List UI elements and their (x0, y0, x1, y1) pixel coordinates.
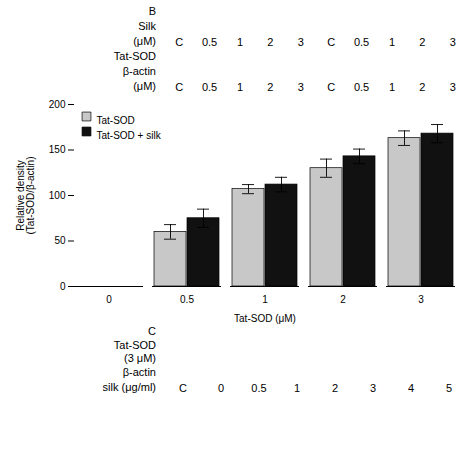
svg-text:2: 2 (340, 294, 346, 305)
html-text:1: 1 (236, 35, 243, 48)
html-text:0.5: 0.5 (251, 381, 267, 394)
svg-text:50: 50 (54, 235, 66, 246)
html-text:C: C (327, 35, 336, 48)
html-text:3: 3 (297, 80, 304, 93)
html-text:Tat-SOD: Tat-SOD (113, 50, 156, 62)
html-text:β-actin: β-actin (122, 65, 156, 77)
html-text:2: 2 (267, 80, 274, 93)
html-text:1: 1 (293, 381, 301, 394)
html-text:5: 5 (445, 381, 453, 394)
html-text:Silk: Silk (138, 20, 156, 32)
html-text:1: 1 (236, 80, 243, 93)
html-text:2: 2 (267, 35, 274, 48)
svg-text:0.5: 0.5 (180, 294, 194, 305)
html-text:0.5: 0.5 (353, 35, 370, 48)
svg-text:1: 1 (262, 294, 268, 305)
html-text:0.5: 0.5 (201, 35, 218, 48)
html-text:β-actin: β-actin (122, 366, 156, 378)
html-text:3: 3 (449, 35, 456, 48)
html-text:2: 2 (419, 35, 426, 48)
html-text:C: C (148, 325, 156, 337)
html-text:2: 2 (331, 381, 339, 394)
html-text:2: 2 (419, 80, 426, 93)
svg-text:Tat-SOD + silk: Tat-SOD + silk (97, 130, 162, 141)
html-text:0: 0 (217, 381, 225, 394)
html-text:3: 3 (449, 80, 456, 93)
html-text:C: C (175, 35, 184, 48)
html-text:B: B (148, 5, 156, 17)
svg-text:0: 0 (106, 294, 112, 305)
html-text:1: 1 (388, 35, 395, 48)
html-text:0.5: 0.5 (201, 80, 218, 93)
html-text:C: C (179, 381, 187, 394)
html-text:silk (μg/ml): silk (μg/ml) (102, 381, 156, 393)
svg-text:150: 150 (49, 144, 66, 155)
html-text:4: 4 (407, 381, 415, 394)
html-text:(μM): (μM) (133, 35, 156, 47)
html-text:3: 3 (297, 35, 304, 48)
svg-text:100: 100 (49, 190, 66, 201)
html-text:1: 1 (388, 80, 395, 93)
svg-text:Tat-SOD: Tat-SOD (97, 115, 135, 126)
svg-text:0: 0 (60, 281, 66, 292)
svg-text:3: 3 (418, 294, 424, 305)
html-text:(μM): (μM) (133, 80, 156, 92)
svg-text:200: 200 (49, 99, 66, 110)
html-text:C: C (327, 80, 336, 93)
html-text:Tat-SOD (3 μM): Tat-SOD (3 μM) (113, 339, 156, 364)
svg-text:Relative density(Tat-SOD/β-act: Relative density(Tat-SOD/β-actin) (15, 157, 36, 235)
html-text:0.5: 0.5 (353, 80, 370, 93)
html-text:3: 3 (369, 381, 377, 394)
svg-text:Tat-SOD (μM): Tat-SOD (μM) (234, 313, 296, 324)
html-text:C: C (175, 80, 184, 93)
